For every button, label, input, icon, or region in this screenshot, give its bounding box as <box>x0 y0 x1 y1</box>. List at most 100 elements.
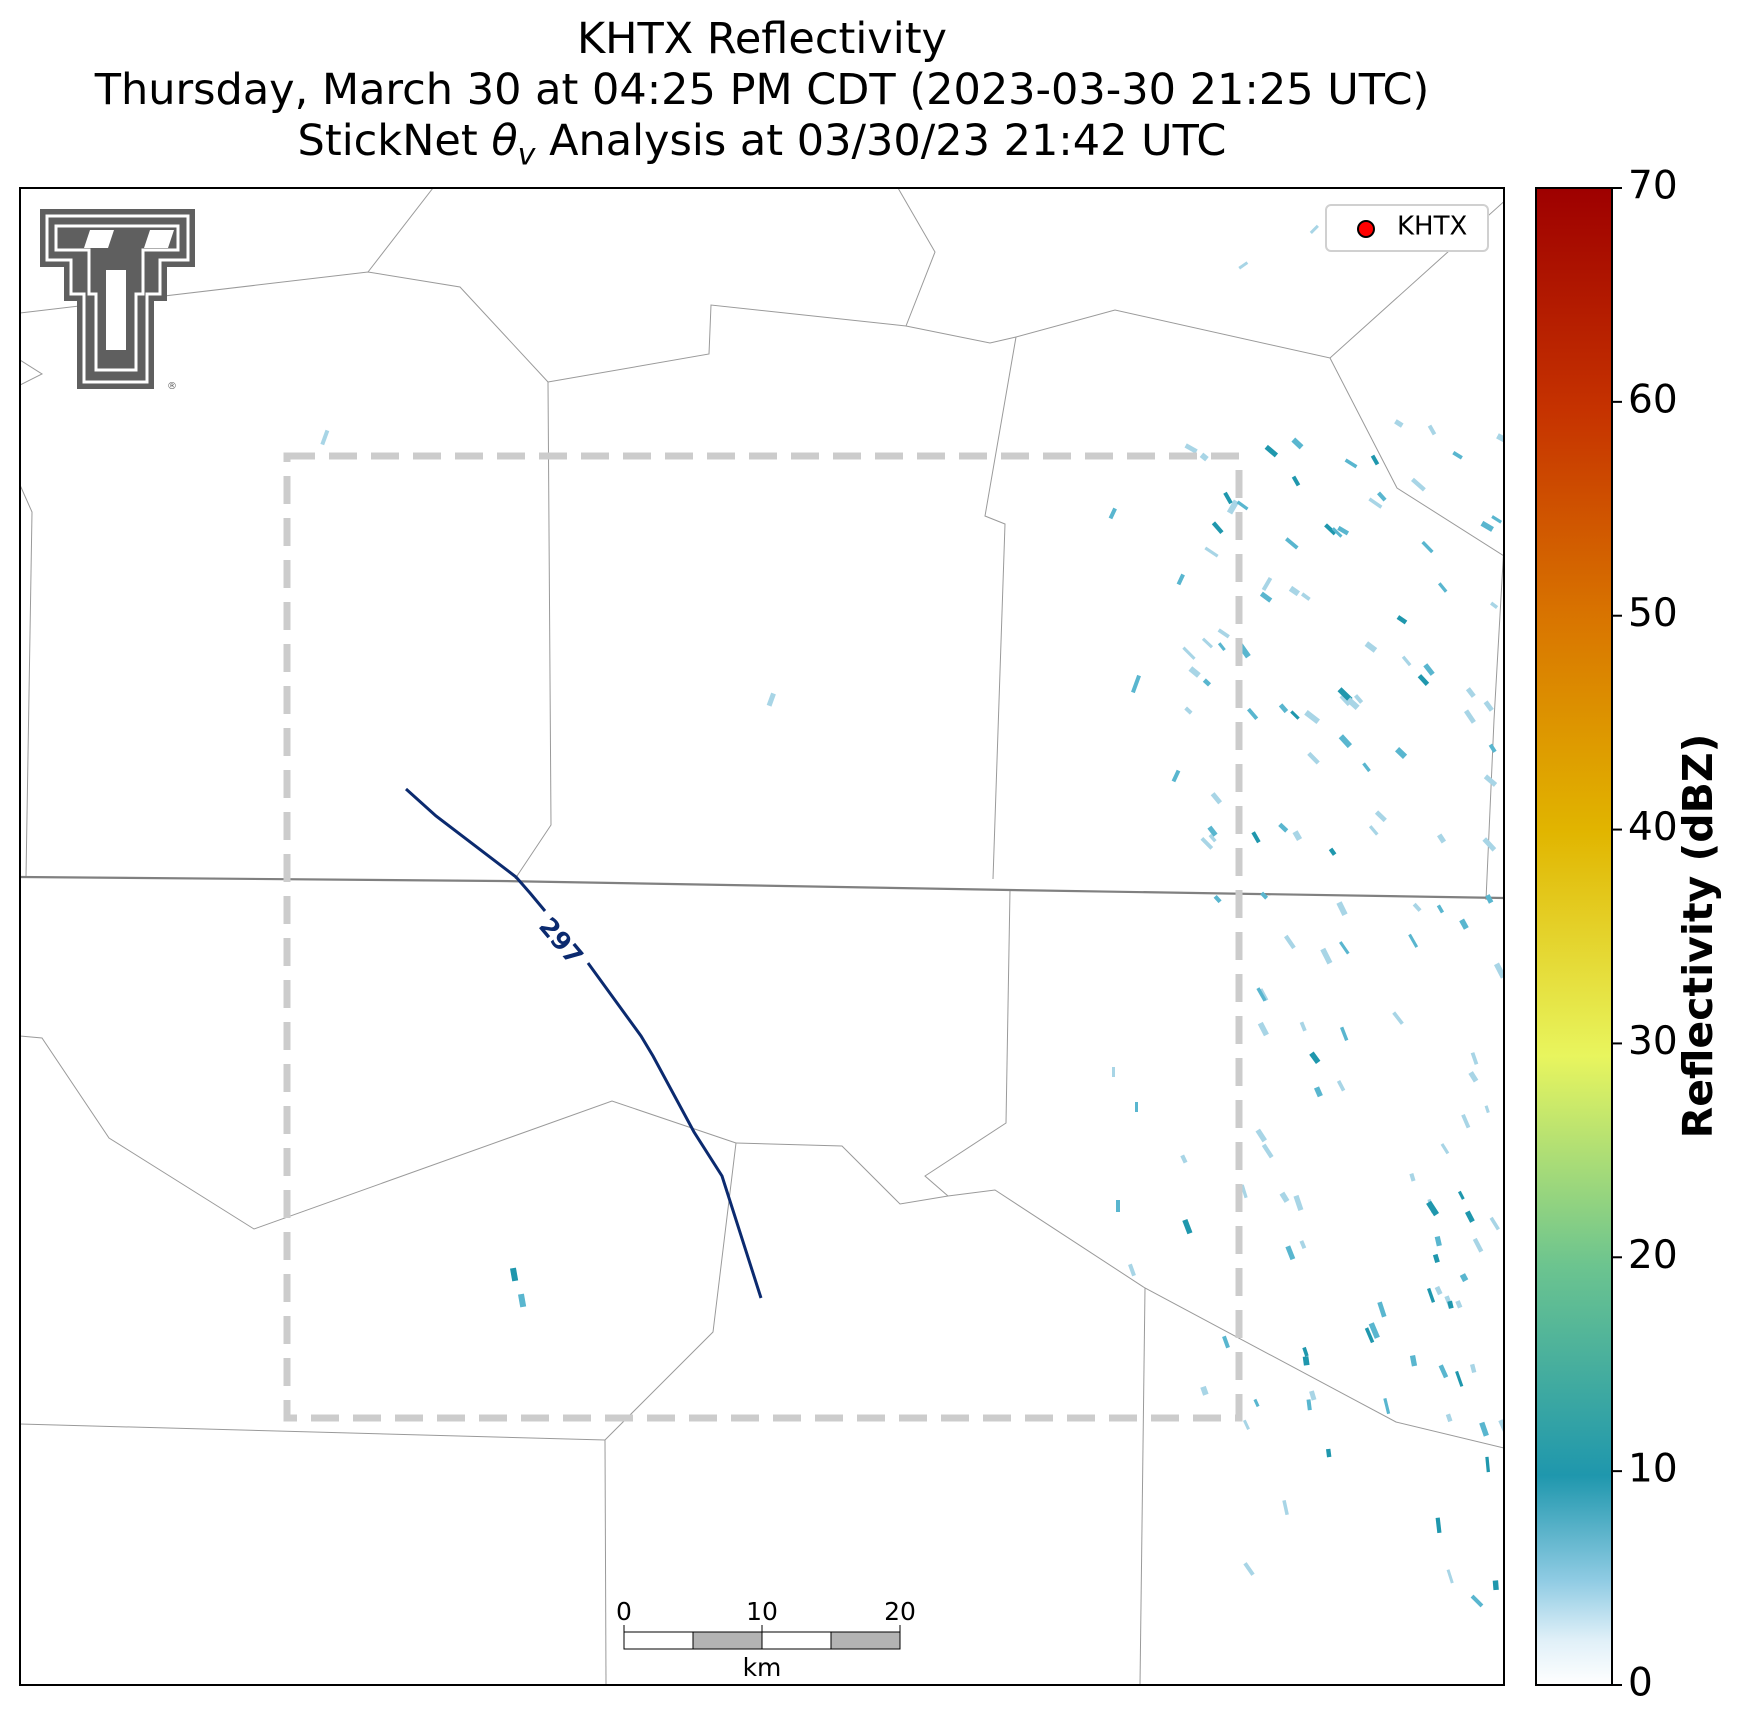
radar-echo <box>1482 837 1497 852</box>
radar-echo <box>1264 444 1279 458</box>
radar-echo <box>1238 261 1249 270</box>
radar-echo <box>1340 1026 1349 1042</box>
state-boundary <box>20 875 1504 900</box>
colorbar-label: Reflectivity (dBZ) <box>1674 734 1722 1139</box>
county-line <box>20 1035 737 1230</box>
radar-echoes <box>320 224 1484 1608</box>
radar-echo <box>1131 674 1141 694</box>
radar-echo <box>1182 646 1196 660</box>
radar-echo <box>1279 1191 1290 1203</box>
radar-echo <box>1409 1355 1418 1367</box>
radar-echo <box>1485 894 1494 904</box>
radar-echo <box>1306 1399 1312 1411</box>
radar-echo <box>1261 576 1273 592</box>
radar-echo <box>1116 1200 1120 1212</box>
radar-echo <box>1470 1594 1484 1608</box>
radar-echo <box>1282 1499 1289 1516</box>
radar-echo <box>1459 918 1469 930</box>
radar-echo <box>1421 540 1434 554</box>
radar-echo <box>1326 1448 1332 1458</box>
radar-echo <box>1291 475 1301 487</box>
radar-echo <box>1364 1327 1375 1344</box>
radar-echo <box>1108 507 1117 520</box>
radar-echo <box>1217 642 1226 652</box>
colorbar-ticks: 0 10 20 30 40 50 60 70 <box>1612 164 1678 1706</box>
logo-inner-outline <box>54 224 180 372</box>
county-line <box>20 359 44 386</box>
logo-slash-left <box>84 230 114 248</box>
radar-echo <box>1458 1190 1465 1200</box>
radar-echo <box>1438 582 1448 593</box>
radar-echo <box>1253 1398 1260 1408</box>
radar-echo <box>1445 1413 1453 1423</box>
colorbar-tick-label: 40 <box>1628 805 1678 850</box>
radar-echo <box>1374 810 1387 823</box>
radar-echo <box>1255 1128 1267 1143</box>
map-frame <box>19 187 1505 1686</box>
radar-echo <box>1247 707 1259 721</box>
radar-echo <box>1184 706 1193 715</box>
radar-echo-field <box>1180 419 1504 1591</box>
radar-echo <box>320 429 330 446</box>
radar-echo <box>1368 1322 1380 1339</box>
county-line <box>924 889 1011 1197</box>
radar-echo <box>1222 1335 1230 1349</box>
radar-echo <box>1339 694 1351 707</box>
radar-echo <box>1417 674 1430 686</box>
radar-echo <box>1480 520 1494 532</box>
logo-outline <box>45 214 190 384</box>
radar-echo <box>1461 1113 1471 1129</box>
theta-subscript: v <box>517 137 536 173</box>
title-line-time: Thursday, March 30 at 04:25 PM CDT (2023… <box>94 65 1430 115</box>
plot-title: KHTX Reflectivity Thursday, March 30 at … <box>0 14 1524 181</box>
radar-echo <box>1226 499 1240 515</box>
county-line <box>735 1142 1504 1449</box>
radar-echo <box>1204 546 1219 558</box>
county-line <box>984 336 1017 880</box>
county-line <box>897 188 936 327</box>
radar-echo <box>1423 663 1435 676</box>
title-line-analysis: StickNet θv Analysis at 03/30/23 21:42 U… <box>0 116 1524 181</box>
radar-echo <box>1200 1385 1209 1396</box>
radar-echo <box>1491 515 1503 524</box>
radar-echo <box>1483 774 1498 787</box>
radar-echo <box>1299 1240 1307 1249</box>
radar-echo <box>1236 500 1249 511</box>
radar-echo <box>1452 450 1463 460</box>
colorbar-tick-label: 0 <box>1628 1661 1653 1706</box>
radar-echo <box>1364 641 1378 653</box>
radar-echo <box>1242 1419 1250 1430</box>
county-line <box>1485 544 1504 901</box>
radar-echo <box>1290 710 1300 720</box>
analysis-domain-box <box>283 452 1243 1422</box>
radar-echo <box>1483 700 1494 712</box>
title-line-radar: KHTX Reflectivity <box>576 14 947 64</box>
county-line <box>20 271 552 880</box>
radar-echo <box>1440 1143 1450 1155</box>
radar-echo <box>1182 1218 1193 1235</box>
scale-tick-label: 0 <box>616 1597 632 1626</box>
county-line <box>20 484 33 878</box>
county-line <box>604 1439 607 1685</box>
radar-echo <box>1213 894 1222 904</box>
radar-echo <box>1302 1356 1310 1366</box>
radar-echo <box>1208 833 1217 843</box>
radar-echo <box>1344 458 1358 469</box>
county-line <box>20 1142 737 1441</box>
radar-echo <box>1184 443 1198 454</box>
radar-echo <box>518 1293 527 1308</box>
legend-radar-marker <box>1357 220 1375 238</box>
radar-echo <box>1368 825 1379 836</box>
contour-line-upper <box>404 787 547 912</box>
radar-echo <box>1292 830 1303 841</box>
radar-echo <box>1257 1021 1269 1037</box>
radar-echo <box>1200 836 1214 850</box>
radar-echo <box>1180 1154 1188 1164</box>
radar-echo <box>1370 454 1380 466</box>
radar-echo <box>1377 491 1387 502</box>
colorbar-tick-label: 70 <box>1628 164 1678 209</box>
radar-echo <box>1285 1245 1296 1261</box>
radar-echo <box>1278 822 1289 833</box>
radar-echo <box>1261 1143 1274 1159</box>
radar-echo <box>1394 419 1404 428</box>
